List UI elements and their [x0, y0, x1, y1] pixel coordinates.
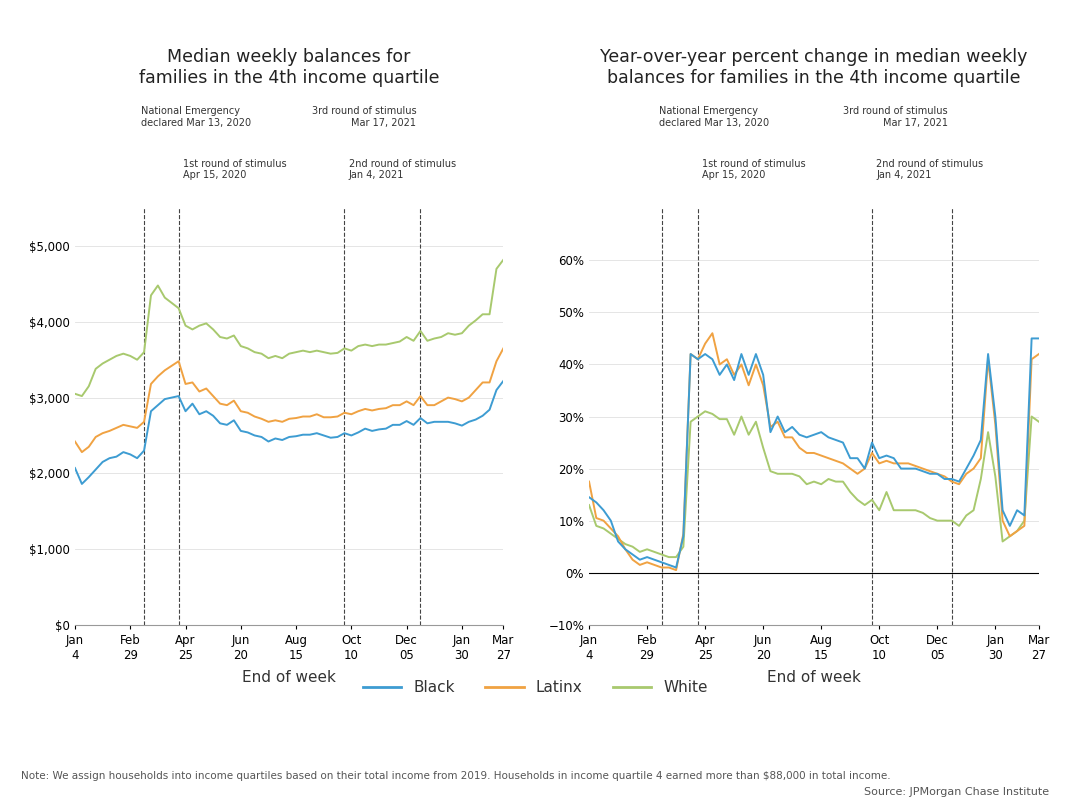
Text: 1st round of stimulus
Apr 15, 2020: 1st round of stimulus Apr 15, 2020 [703, 159, 805, 180]
Title: Year-over-year percent change in median weekly
balances for families in the 4th : Year-over-year percent change in median … [600, 48, 1028, 87]
Text: 3rd round of stimulus
Mar 17, 2021: 3rd round of stimulus Mar 17, 2021 [312, 106, 417, 127]
Text: 2nd round of stimulus
Jan 4, 2021: 2nd round of stimulus Jan 4, 2021 [876, 159, 983, 180]
Text: 2nd round of stimulus
Jan 4, 2021: 2nd round of stimulus Jan 4, 2021 [349, 159, 456, 180]
Text: National Emergency
declared Mar 13, 2020: National Emergency declared Mar 13, 2020 [141, 106, 252, 127]
Text: Note: We assign households into income quartiles based on their total income fro: Note: We assign households into income q… [21, 771, 891, 781]
Text: National Emergency
declared Mar 13, 2020: National Emergency declared Mar 13, 2020 [659, 106, 769, 127]
Legend: Black, Latinx, White: Black, Latinx, White [357, 674, 714, 701]
Text: 1st round of stimulus
Apr 15, 2020: 1st round of stimulus Apr 15, 2020 [183, 159, 286, 180]
Title: Median weekly balances for
families in the 4th income quartile: Median weekly balances for families in t… [139, 48, 439, 87]
X-axis label: End of week: End of week [767, 670, 861, 685]
X-axis label: End of week: End of week [242, 670, 336, 685]
Text: Source: JPMorgan Chase Institute: Source: JPMorgan Chase Institute [864, 787, 1050, 797]
Text: 3rd round of stimulus
Mar 17, 2021: 3rd round of stimulus Mar 17, 2021 [843, 106, 948, 127]
